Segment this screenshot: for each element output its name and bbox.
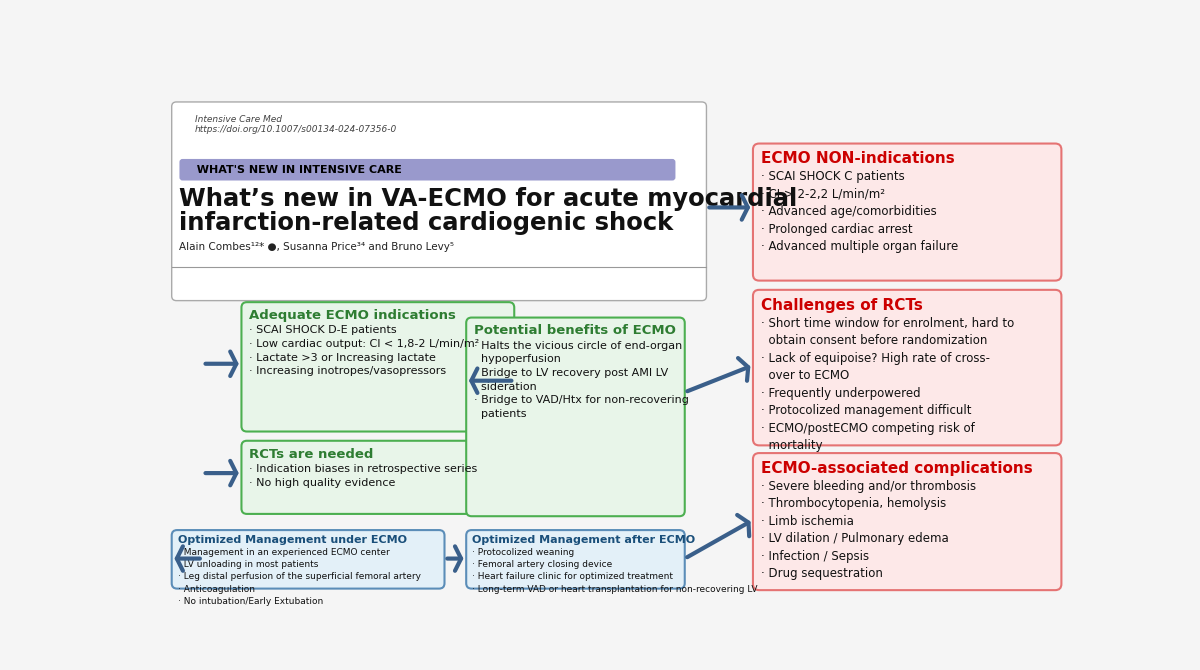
FancyBboxPatch shape [752,453,1062,590]
FancyBboxPatch shape [180,159,676,180]
Text: Alain Combes¹²* ●, Susanna Price³⁴ and Bruno Levy⁵: Alain Combes¹²* ●, Susanna Price³⁴ and B… [180,242,455,252]
Text: Potential benefits of ECMO: Potential benefits of ECMO [474,324,676,338]
Text: · Short time window for enrolment, hard to
  obtain consent before randomization: · Short time window for enrolment, hard … [762,317,1015,452]
Text: Challenges of RCTs: Challenges of RCTs [762,297,923,312]
Text: · Halts the vicious circle of end-organ
  hypoperfusion
· Bridge to LV recovery : · Halts the vicious circle of end-organ … [474,341,689,419]
FancyBboxPatch shape [466,318,685,516]
Text: ECMO-associated complications: ECMO-associated complications [762,461,1033,476]
Text: ECMO NON-indications: ECMO NON-indications [762,151,955,166]
Text: Intensive Care Med
https://doi.org/10.1007/s00134-024-07356-0: Intensive Care Med https://doi.org/10.10… [194,115,397,135]
FancyBboxPatch shape [172,530,444,589]
FancyBboxPatch shape [172,102,707,301]
Text: · Management in an experienced ECMO center
· LV unloading in most patients
· Leg: · Management in an experienced ECMO cent… [178,548,421,606]
Text: Adequate ECMO indications: Adequate ECMO indications [250,309,456,322]
FancyBboxPatch shape [752,143,1062,281]
Text: Optimized Management under ECMO: Optimized Management under ECMO [178,535,407,545]
Text: What’s new in VA-ECMO for acute myocardial: What’s new in VA-ECMO for acute myocardi… [180,187,798,210]
Text: infarction-related cardiogenic shock: infarction-related cardiogenic shock [180,211,673,235]
Text: · SCAI SHOCK C patients
· CI > 2-2,2 L/min/m²
· Advanced age/comorbidities
· Pro: · SCAI SHOCK C patients · CI > 2-2,2 L/m… [762,170,959,253]
Text: RCTs are needed: RCTs are needed [250,448,373,461]
FancyBboxPatch shape [241,302,515,431]
Text: · Protocolized weaning
· Femoral artery closing device
· Heart failure clinic fo: · Protocolized weaning · Femoral artery … [473,548,758,594]
Text: Optimized Management after ECMO: Optimized Management after ECMO [473,535,696,545]
Text: · Indication biases in retrospective series
· No high quality evidence: · Indication biases in retrospective ser… [250,464,478,488]
FancyBboxPatch shape [241,441,515,514]
Text: · Severe bleeding and/or thrombosis
· Thrombocytopenia, hemolysis
· Limb ischemi: · Severe bleeding and/or thrombosis · Th… [762,480,977,580]
FancyBboxPatch shape [752,290,1062,446]
FancyBboxPatch shape [466,530,685,589]
Text: · SCAI SHOCK D-E patients
· Low cardiac output: CI < 1,8-2 L/min/m²
· Lactate >3: · SCAI SHOCK D-E patients · Low cardiac … [250,326,480,376]
Text: WHAT'S NEW IN INTENSIVE CARE: WHAT'S NEW IN INTENSIVE CARE [188,165,402,175]
